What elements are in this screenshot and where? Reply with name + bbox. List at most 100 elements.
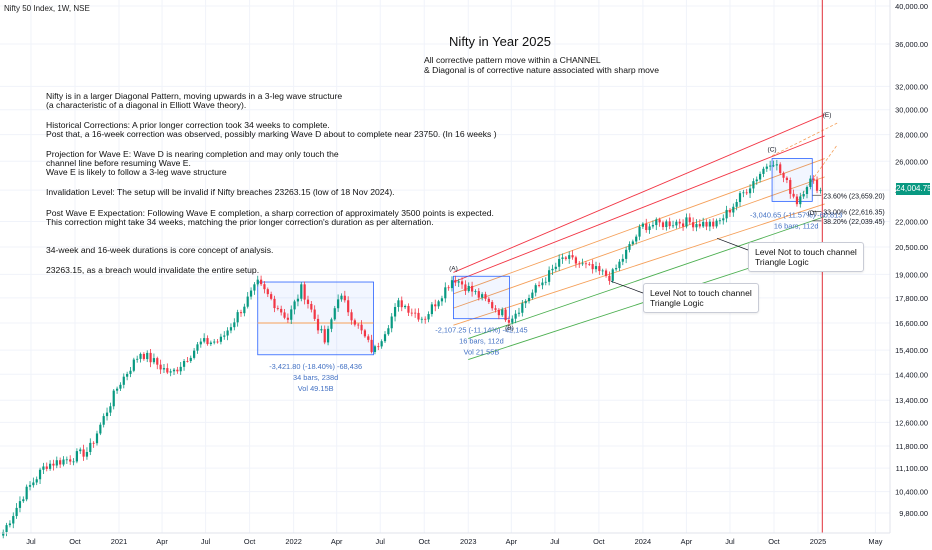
candle-body — [799, 196, 802, 205]
price-tick-label: 19,000.00 — [895, 270, 928, 279]
time-tick-label: Oct — [244, 537, 256, 546]
candle-body — [49, 463, 52, 469]
callout-line: Triangle Logic — [650, 298, 704, 308]
time-tick-label: Apr — [506, 537, 518, 546]
candle-body — [189, 357, 192, 362]
time-axis[interactable]: Jul Oct 2021 Apr Jul Oct 2022 Apr Jul Oct 2023 Apr J… — [0, 532, 890, 546]
candle-body — [330, 319, 333, 329]
candle-body — [735, 202, 738, 207]
candle-body — [424, 318, 427, 320]
candle-body — [614, 268, 618, 270]
candle-body — [213, 341, 216, 343]
candle-body — [276, 308, 279, 309]
candle-body — [102, 416, 105, 425]
candle-body — [52, 463, 55, 466]
time-tick-label: 2025 — [810, 537, 826, 546]
chart-grid — [0, 0, 890, 533]
candle-body — [809, 178, 812, 187]
candle-body — [337, 299, 340, 309]
candle-body — [815, 179, 819, 191]
price-axis[interactable]: 9,800.00 10,400.00 11,100.00 11,800.00 12,60… — [889, 0, 932, 550]
candle-body — [186, 360, 189, 362]
time-tick-label: Jul — [550, 537, 560, 546]
candle-body — [705, 221, 708, 227]
candle-body — [671, 225, 675, 227]
candle-body — [293, 301, 296, 310]
callout-box[interactable]: Level Not to touch channel Triangle Logi… — [748, 242, 864, 272]
candle-body — [75, 451, 78, 462]
candle-body — [105, 412, 109, 417]
candle-body — [728, 209, 732, 213]
candle-body — [373, 346, 377, 352]
candle-body — [243, 306, 246, 314]
note-line: (a characteristic of a diagonal in Ellio… — [46, 100, 247, 110]
candle-body — [755, 179, 758, 182]
measure-label: Vol 49.15B — [298, 384, 334, 393]
price-tick-label: 30,000.00 — [895, 106, 928, 115]
candle-body — [748, 188, 752, 194]
candle-body — [812, 178, 815, 180]
candle-body — [568, 255, 571, 259]
candle-body — [219, 336, 223, 342]
candle-body — [738, 193, 742, 203]
candle-body — [169, 371, 172, 373]
candle-body — [544, 281, 547, 283]
candle-body — [206, 338, 209, 345]
candle-body — [263, 284, 266, 290]
candle-body — [28, 485, 32, 487]
callout-box[interactable]: Level Not to touch channel Triangle Logi… — [643, 283, 759, 313]
candle-body — [792, 193, 795, 197]
wave-label: (D) — [808, 210, 817, 217]
candle-body — [655, 219, 658, 226]
candle-body — [259, 279, 263, 285]
candle-body — [645, 223, 648, 231]
time-tick-label: Oct — [768, 537, 780, 546]
candle-body — [805, 186, 809, 195]
candle-body — [270, 294, 273, 299]
candle-body — [732, 206, 735, 213]
price-tick-label: 36,000.00 — [895, 40, 928, 49]
candle-body — [42, 466, 45, 470]
candle-body — [742, 192, 745, 194]
candle-body — [641, 223, 644, 227]
candle-body — [193, 350, 196, 358]
candle-body — [45, 466, 48, 469]
candle-body — [785, 177, 789, 181]
candle-body — [782, 172, 785, 178]
note-line: This correction might take 34 weeks, mat… — [46, 217, 434, 227]
measure-label: -3,040.65 (-11.57%) -60,813 — [750, 210, 842, 219]
wave-label: (E) — [823, 112, 832, 119]
candle-body — [115, 388, 119, 391]
candle-body — [290, 309, 293, 320]
candle-body — [109, 406, 112, 413]
price-tick-label: 11,800.00 — [896, 442, 928, 451]
candle-body — [199, 341, 202, 345]
candle-body — [139, 353, 142, 359]
candle-body — [35, 479, 38, 483]
measure-label: 16 bars, 112d — [774, 221, 819, 230]
note-line: Wave E is likely to follow a 3-leg wave … — [46, 167, 227, 177]
candle-body — [625, 249, 628, 259]
candle-body — [628, 244, 631, 250]
candle-body — [484, 294, 487, 299]
candle-body — [25, 486, 28, 500]
candle-body — [514, 313, 517, 319]
time-tick-label: Apr — [156, 537, 168, 546]
note-line: 34-week and 16-week durations is core co… — [46, 245, 274, 255]
candlestick-series — [2, 159, 822, 539]
measure-label: 16 bars, 112d — [459, 337, 504, 346]
candle-body — [561, 257, 564, 259]
candle-body — [725, 209, 728, 219]
time-tick-label: 2023 — [460, 537, 476, 546]
candle-body — [404, 305, 407, 308]
candle-body — [182, 360, 186, 367]
candle-body — [497, 309, 500, 316]
candle-body — [65, 459, 68, 461]
candle-body — [32, 482, 35, 486]
candle-body — [253, 284, 256, 291]
candle-body — [400, 300, 403, 308]
candle-body — [306, 299, 310, 304]
measure-box — [771, 158, 813, 202]
candle-body — [79, 449, 82, 452]
